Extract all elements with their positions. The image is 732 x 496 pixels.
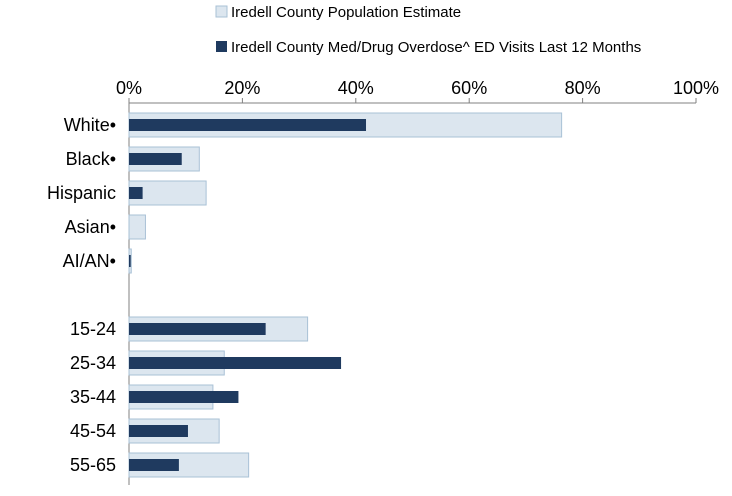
bar-ed-visits [129,357,342,369]
category-label: 35-44 [70,387,116,407]
category-label: AI/AN• [63,251,116,271]
bar-ed-visits [129,153,182,165]
x-tick-label: 20% [224,78,260,98]
legend-swatch-population [215,5,228,18]
category-label: 25-34 [70,353,116,373]
bar-ed-visits [129,255,131,267]
bar-ed-visits [129,425,188,437]
category-label: 45-54 [70,421,116,441]
legend-label-ed-visits: Iredell County Med/Drug Overdose^ ED Vis… [231,39,641,56]
category-label: White• [64,115,116,135]
legend: Iredell County Population Estimate Irede… [215,4,641,56]
x-tick-label: 40% [338,78,374,98]
bar-ed-visits [129,119,367,131]
x-tick-label: 0% [116,78,142,98]
bar-population [128,214,146,240]
bar-ed-visits [129,323,266,335]
bar-ed-visits [129,459,179,471]
category-label: 15-24 [70,319,116,339]
category-label: Hispanic [47,183,116,203]
category-labels: White• Black• Hispanic Asian• AI/AN• 15-24 25-… [47,115,116,475]
category-label: Asian• [65,217,116,237]
legend-label-population: Iredell County Population Estimate [231,4,461,21]
x-tick-label: 80% [565,78,601,98]
bar-ed-visits [129,391,239,403]
category-label: Black• [66,149,116,169]
bar-ed-visits [129,187,143,199]
x-axis: 0% 20% 40% 60% 80% 100% [116,78,719,485]
x-tick-label: 60% [451,78,487,98]
category-label: 55-65 [70,455,116,475]
x-tick-label: 100% [673,78,719,98]
bars [128,112,563,478]
legend-swatch-ed-visits [216,41,227,52]
